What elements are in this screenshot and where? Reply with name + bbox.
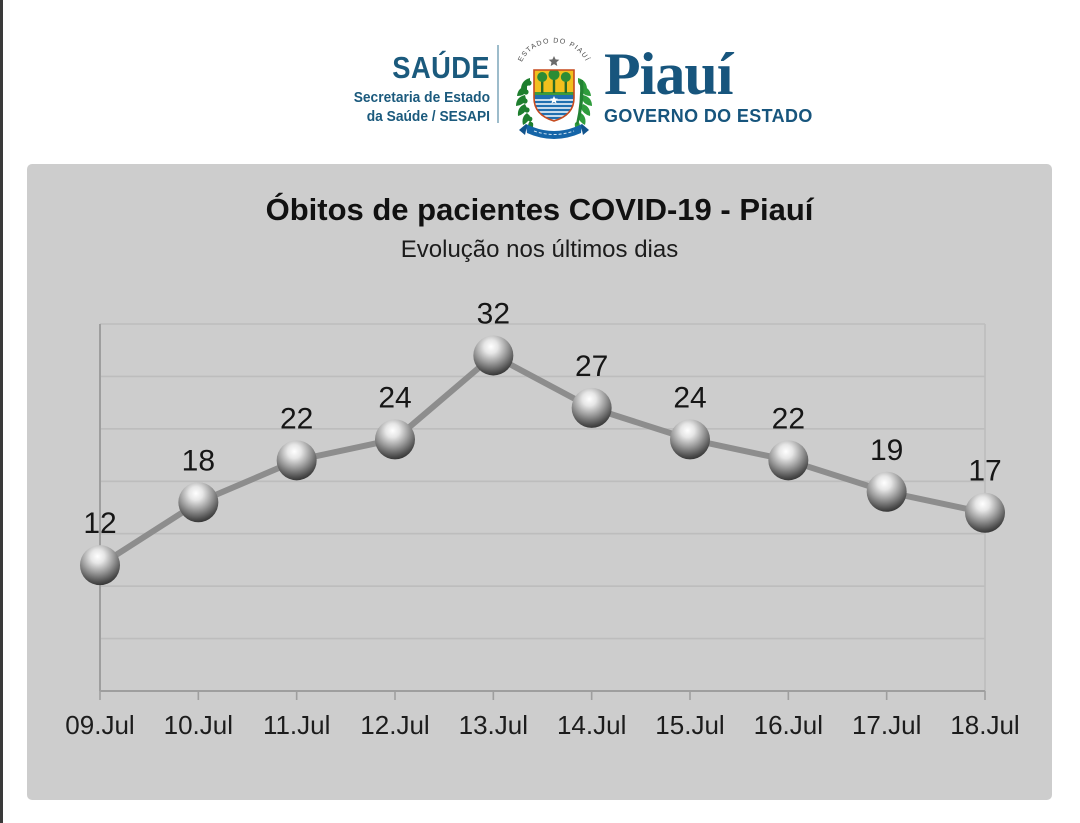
crest-right-branch (574, 78, 592, 132)
x-tick-label: 09.Jul (65, 710, 134, 740)
chart-panel: Óbitos de pacientes COVID-19 - Piauí Evo… (27, 164, 1052, 800)
crest-shield (534, 70, 574, 121)
crest-shield-border (533, 69, 575, 122)
data-label: 24 (378, 381, 411, 414)
crest-palm-trees (537, 70, 571, 93)
sesapi-logo: SAÚDE Secretaria de Estado da Saúde / SE… (300, 52, 490, 127)
data-point (473, 335, 514, 376)
data-label: 27 (575, 350, 608, 383)
piaui-logo: Piauí GOVERNO DO ESTADO (604, 44, 819, 127)
piaui-logo-name: Piauí (604, 41, 733, 107)
chart-title: Óbitos de pacientes COVID-19 - Piauí (265, 192, 814, 227)
crest-left-branch (516, 78, 534, 132)
data-label: 18 (182, 444, 215, 477)
piaui-logo-subtitle: GOVERNO DO ESTADO (604, 105, 813, 126)
logo-divider (497, 45, 499, 123)
x-tick-label: 15.Jul (655, 710, 724, 740)
data-point (375, 419, 415, 460)
data-point (965, 492, 1005, 533)
sesapi-logo-line2: da Saúde / SESAPI (366, 108, 490, 125)
x-tick-label: 17.Jul (852, 710, 921, 740)
series-line (98, 352, 986, 568)
x-tick-label: 13.Jul (459, 710, 528, 740)
line-chart-plot: 09.Jul 10.Jul 11.Jul 12.Jul 13.Jul 14.Jul 15.J… (65, 297, 1019, 740)
data-point (670, 419, 710, 460)
data-label: 32 (477, 297, 510, 330)
piaui-coat-of-arms-icon: ESTADO DO PIAUÍ (516, 38, 592, 139)
data-label: 22 (772, 402, 805, 435)
data-label: 19 (870, 434, 903, 467)
data-label: 12 (83, 507, 116, 540)
sesapi-logo-subtitle: Secretaria de Estado da Saúde / SESAPI (310, 89, 490, 127)
data-label: 24 (673, 381, 706, 414)
data-point (768, 440, 809, 481)
x-tick-label: 12.Jul (360, 710, 429, 740)
data-label: 22 (280, 402, 313, 435)
chart-subtitle: Evolução nos últimos dias (400, 236, 679, 263)
x-tick-label: 14.Jul (557, 710, 626, 740)
header: SAÚDE Secretaria de Estado da Saúde / SE… (0, 0, 1080, 160)
data-label: 17 (968, 455, 1001, 488)
data-point (276, 440, 317, 481)
data-point (866, 471, 907, 512)
data-point (178, 482, 219, 523)
x-tick-label: 16.Jul (754, 710, 823, 740)
x-tick-label: 18.Jul (950, 710, 1019, 740)
page-left-edge (0, 0, 3, 823)
crest-ribbon (519, 124, 589, 139)
data-point (80, 545, 120, 586)
x-tick-label: 10.Jul (164, 710, 233, 740)
sesapi-logo-line1: Secretaria de Estado (353, 90, 490, 106)
data-point (571, 387, 612, 428)
x-tick-label: 11.Jul (263, 710, 330, 740)
sesapi-logo-title: SAÚDE (392, 50, 490, 85)
crest-star-icon (548, 56, 560, 66)
